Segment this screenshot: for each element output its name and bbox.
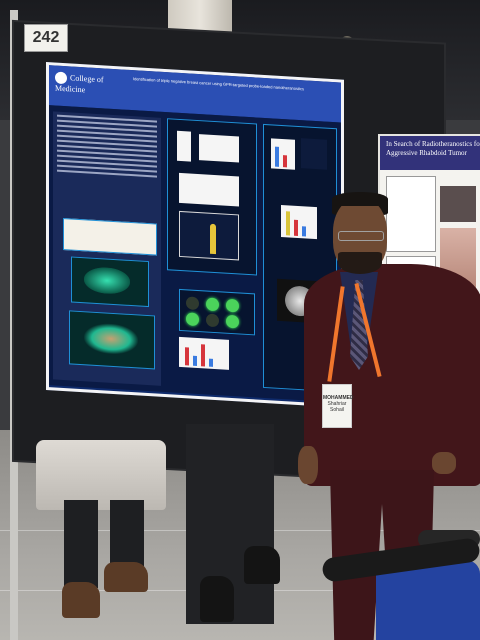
research-poster: College of Medicine Identification of tr… [46,62,344,408]
glasses [338,231,384,241]
protein-figure-1 [63,218,157,256]
poster-body [49,105,341,403]
presenter-hand [432,452,456,474]
presenter-hair-top [332,192,388,206]
fluorescence-dot [206,313,219,328]
college-logo: College of Medicine [55,71,125,102]
bar-chart-thumbnail [281,204,317,240]
name-badge: MOHAMMED Shahriar Sohail [322,384,354,428]
neighbour-image-grid [440,186,476,222]
protein-figure-2 [71,256,149,308]
bar [193,355,197,366]
presenter-beard [338,252,382,274]
bar-chart-thumbnail [271,138,295,170]
fluorescence-dot [186,296,199,311]
chart-thumbnail [177,130,191,162]
dots-panel [179,288,255,336]
blue-bag [376,560,480,640]
protein-figure-3 [69,310,155,370]
presenter-suit [304,264,480,486]
person-shoe [244,546,280,584]
presenter-hand [298,446,318,484]
bar [209,358,213,367]
fluorescence-dot [186,312,199,327]
protein-structure [84,322,138,356]
chart-thumbnail [179,172,239,207]
bar [185,347,189,366]
bar-chart-thumbnail [301,138,327,170]
peak-chart [179,210,239,261]
person-shoe [200,576,234,622]
seal-icon [55,71,67,85]
bar [201,344,205,367]
person-shoe [104,562,148,592]
bar [283,155,287,168]
protein-structure [84,266,130,295]
person-shoe [62,582,100,618]
person-leg [64,500,98,588]
bar [302,226,306,237]
peak-line [210,223,216,255]
bar-chart-thumbnail [179,336,229,370]
person-coat [36,440,166,510]
presenter-tie [350,280,368,370]
neighbour-poster-title: In Search of Radiotheranostics for Aggre… [380,136,480,170]
bar [294,219,298,236]
badge-subtitle: Shahriar Sohail [327,401,347,413]
fluorescence-dot [226,298,239,313]
board-number-sign: 242 [24,24,68,52]
badge-name: MOHAMMED [323,395,354,401]
bar [286,211,290,236]
fluorescence-dot [226,314,239,329]
bar [275,146,279,167]
fluorescence-dot [206,297,219,312]
neighbour-text-block [386,176,436,252]
chart-thumbnail [199,134,239,163]
